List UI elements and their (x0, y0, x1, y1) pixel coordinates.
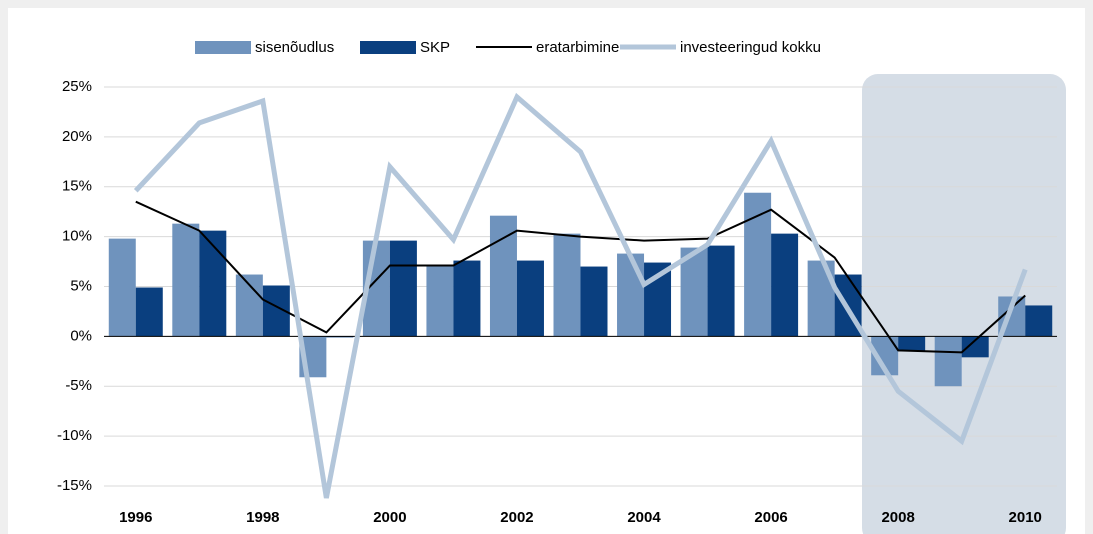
y-tick-label: -15% (57, 477, 92, 494)
legend-label: eratarbimine (536, 39, 619, 56)
bar (580, 266, 608, 337)
y-tick-label: 25% (62, 78, 92, 95)
legend-label: SKP (420, 39, 450, 56)
bar (898, 336, 926, 352)
y-tick-label: 0% (70, 327, 92, 344)
bar (453, 260, 481, 337)
y-tick-label: 5% (70, 277, 92, 294)
highlight-region (862, 74, 1066, 534)
bar (680, 247, 708, 337)
line (135, 200, 1026, 354)
bar (553, 233, 581, 337)
y-tick-label: 20% (62, 128, 92, 145)
bar (934, 336, 962, 387)
x-tick-label: 1998 (246, 509, 279, 526)
bar (961, 336, 989, 358)
x-tick-label: 2008 (881, 509, 914, 526)
x-tick-label: 2006 (754, 509, 787, 526)
legend-label: investeeringud kokku (680, 39, 821, 56)
bar (199, 230, 227, 337)
bar (426, 265, 454, 337)
legend-swatch (195, 41, 251, 54)
bar (135, 287, 163, 337)
legend-label: sisenõudlus (255, 39, 334, 56)
legend-swatch (360, 41, 416, 54)
bar (108, 238, 136, 337)
bar (707, 245, 735, 337)
bar (771, 233, 799, 337)
y-tick-label: -10% (57, 427, 92, 444)
bar (389, 240, 417, 337)
bar (489, 215, 517, 337)
bar (172, 223, 200, 337)
bar (617, 253, 645, 337)
x-tick-label: 2004 (627, 509, 661, 526)
x-tick-label: 2010 (1009, 509, 1042, 526)
x-tick-label: 2000 (373, 509, 406, 526)
bar (1025, 305, 1053, 337)
x-tick-label: 2002 (500, 509, 533, 526)
y-tick-label: 15% (62, 178, 92, 195)
bar (744, 192, 772, 337)
line (133, 92, 1028, 499)
y-tick-label: -5% (65, 377, 92, 394)
bar (516, 260, 544, 337)
y-tick-label: 10% (62, 228, 92, 245)
x-tick-label: 1996 (119, 509, 152, 526)
